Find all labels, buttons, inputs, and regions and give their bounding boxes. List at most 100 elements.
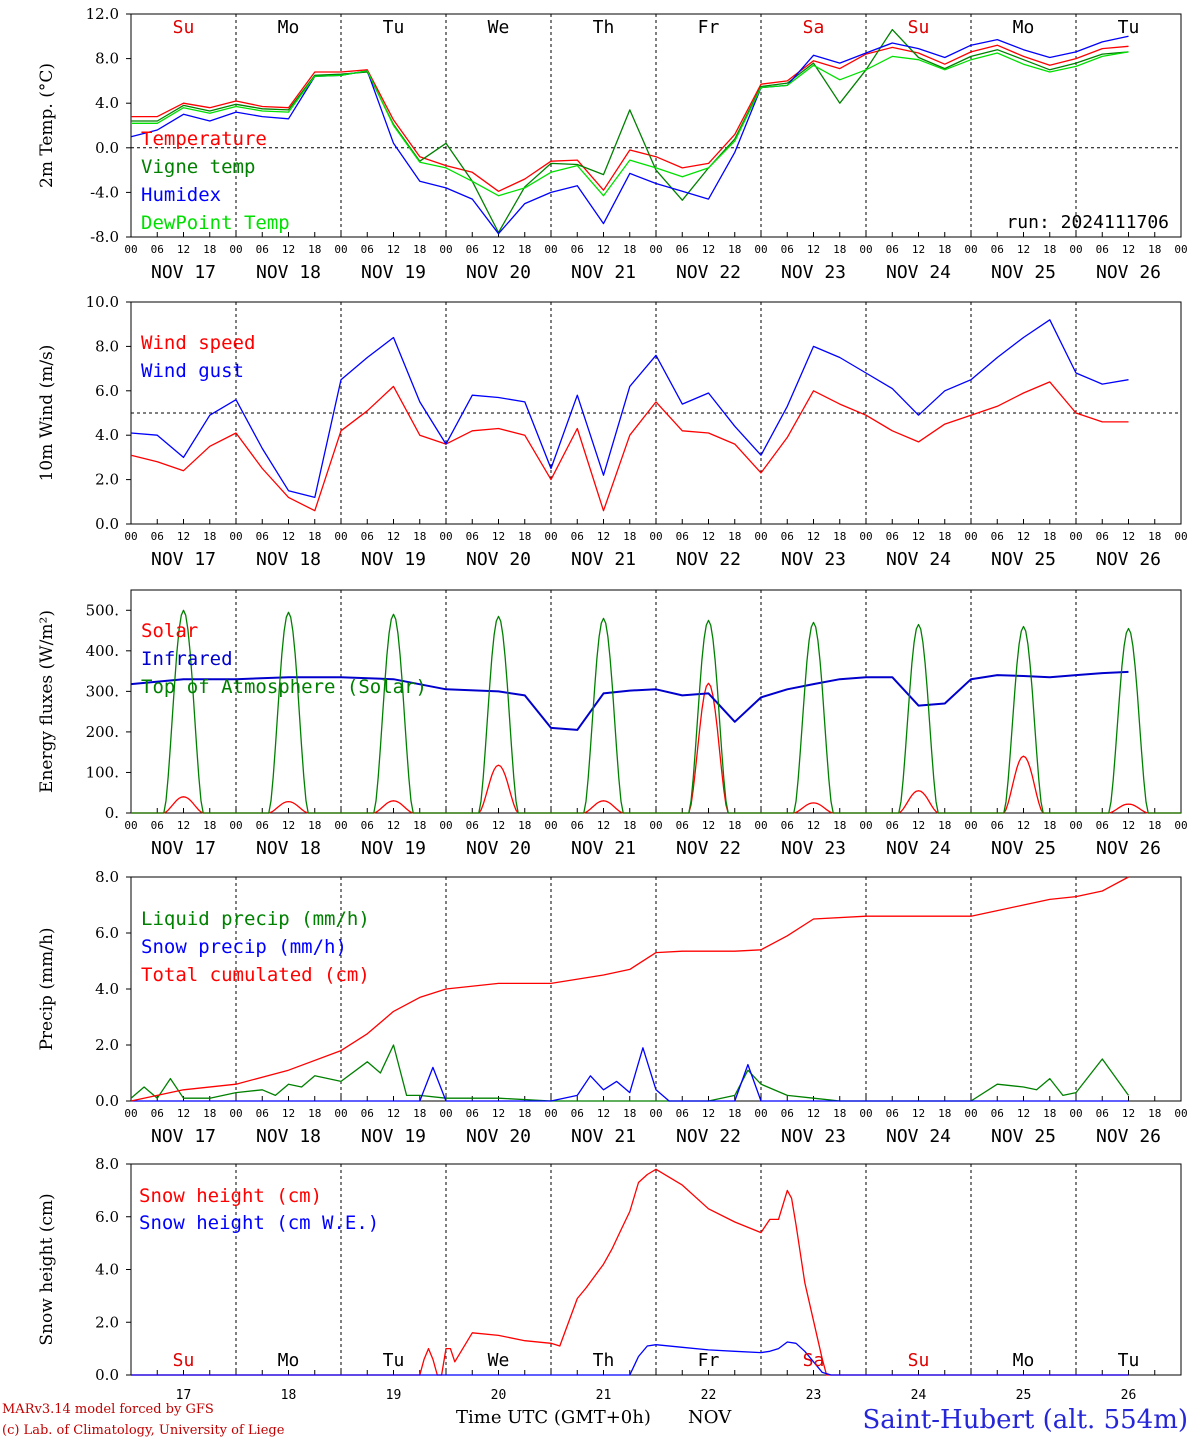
x-hour-label: 06	[571, 243, 584, 256]
x-hour-label: 00	[649, 1107, 662, 1120]
x-hour-label: 06	[256, 819, 269, 832]
x-date-label: NOV 17	[151, 838, 216, 859]
x-hour-label: 18	[308, 530, 321, 543]
weekday-label: Tu	[383, 17, 405, 38]
y-tick-label: 2.0	[95, 1313, 119, 1331]
x-date-label: NOV 20	[466, 262, 531, 283]
y-tick-label: 12.0	[86, 5, 119, 23]
x-hour-label: 06	[1096, 819, 1109, 832]
x-date-label: NOV 18	[256, 549, 321, 570]
x-date-label: NOV 21	[571, 838, 636, 859]
legend-entry: Total cumulated (cm)	[141, 964, 370, 986]
x-hour-label: 18	[1043, 530, 1056, 543]
x-hour-label: 00	[1174, 819, 1187, 832]
x-hour-label: 06	[151, 819, 164, 832]
y-axis-label: Snow height (cm)	[37, 1193, 57, 1345]
legend-entry: Snow height (cm)	[139, 1185, 322, 1207]
y-tick-label: 10.0	[86, 293, 119, 311]
x-hour-label: 06	[466, 243, 479, 256]
x-hour-label: 18	[413, 530, 426, 543]
x-date-label: NOV 23	[781, 1126, 846, 1147]
series-line-humidex	[130, 35, 1129, 235]
x-hour-label: 00	[964, 1107, 977, 1120]
x-hour-label: 18	[833, 243, 846, 256]
x-hour-label: 00	[334, 819, 347, 832]
x-hour-label: 06	[571, 530, 584, 543]
x-hour-label: 06	[571, 819, 584, 832]
footer-month: NOV	[688, 1407, 732, 1428]
x-hour-label: 12	[1122, 1107, 1135, 1120]
x-hour-label: 00	[859, 1107, 872, 1120]
x-date-label: NOV 19	[361, 1126, 426, 1147]
y-tick-label: 4.0	[95, 1261, 119, 1279]
x-date-label: NOV 17	[151, 1126, 216, 1147]
x-hour-label: 00	[964, 530, 977, 543]
x-hour-label: 18	[1148, 819, 1161, 832]
x-hour-label: 06	[886, 530, 899, 543]
x-hour-label: 00	[754, 819, 767, 832]
x-hour-label: 00	[439, 243, 452, 256]
x-hour-label: 12	[282, 1107, 295, 1120]
x-date-label: NOV 21	[571, 1126, 636, 1147]
x-hour-label: 06	[781, 1107, 794, 1120]
x-hour-label: 12	[492, 1107, 505, 1120]
x-hour-label: 18	[1043, 1107, 1056, 1120]
legend-entry: Humidex	[141, 184, 221, 206]
day-number-label: 20	[491, 1388, 507, 1403]
y-tick-label: 0.0	[95, 515, 119, 533]
panel-1: 12.0 8.0 4.0 0.0 -4.0 -8.0 2m Temp. (°C) Temper…	[37, 5, 1188, 283]
x-hour-label: 00	[544, 1107, 557, 1120]
x-hour-label: 18	[623, 530, 636, 543]
x-hour-label: 12	[1017, 243, 1030, 256]
x-hour-label: 00	[859, 819, 872, 832]
weekday-label: Mo	[1013, 1350, 1035, 1371]
y-tick-label: 0.0	[95, 1092, 119, 1110]
weekday-label: Th	[593, 1350, 615, 1371]
x-hour-label: 00	[544, 819, 557, 832]
x-date-label: NOV 25	[991, 838, 1056, 859]
x-hour-label: 06	[1096, 243, 1109, 256]
x-hour-label: 12	[177, 1107, 190, 1120]
x-date-label: NOV 24	[886, 838, 951, 859]
series-line-temperature	[131, 44, 1129, 192]
weekday-label: Sa	[803, 17, 825, 38]
x-hour-label: 18	[518, 243, 531, 256]
x-hour-label: 18	[728, 243, 741, 256]
x-hour-label: 00	[1069, 819, 1082, 832]
x-hour-label: 18	[833, 819, 846, 832]
y-tick-label: 0.	[105, 804, 119, 822]
x-hour-label: 06	[886, 1107, 899, 1120]
footer-axis-label: Time UTC (GMT+0h)	[456, 1407, 651, 1428]
y-tick-label: 2.0	[95, 471, 119, 489]
plot-frame	[130, 589, 1182, 814]
y-tick-label: 8.0	[95, 1155, 119, 1173]
weekday-label: Fr	[698, 17, 720, 38]
x-hour-label: 12	[387, 819, 400, 832]
x-hour-label: 06	[781, 530, 794, 543]
x-date-label: NOV 22	[676, 838, 741, 859]
day-number-label: 22	[701, 1388, 717, 1403]
series-line-snow-height-cm-w-e-	[131, 1341, 1129, 1376]
y-tick-label: 6.0	[95, 382, 119, 400]
x-hour-label: 00	[964, 243, 977, 256]
x-hour-label: 18	[518, 819, 531, 832]
x-hour-label: 18	[833, 530, 846, 543]
series-line-snow-precip-mm-h-	[131, 1047, 1129, 1102]
x-hour-label: 00	[649, 819, 662, 832]
weekday-label: Su	[908, 17, 930, 38]
x-hour-label: 18	[1043, 243, 1056, 256]
x-hour-label: 12	[492, 243, 505, 256]
series-line-wind-gust	[130, 319, 1129, 499]
x-hour-label: 18	[308, 243, 321, 256]
weekday-label: Mo	[278, 1350, 300, 1371]
series-line-liquid-precip-mm-h-	[130, 1044, 1130, 1102]
x-hour-label: 06	[151, 243, 164, 256]
x-hour-label: 12	[387, 243, 400, 256]
x-date-label: NOV 22	[676, 549, 741, 570]
x-hour-label: 12	[282, 530, 295, 543]
x-hour-label: 06	[466, 819, 479, 832]
x-hour-label: 00	[544, 530, 557, 543]
panel-3: 500. 400. 300. 200. 100. 0. Energy fluxes (W/m…	[37, 589, 1188, 859]
weekday-label: We	[488, 17, 510, 38]
x-hour-label: 18	[413, 243, 426, 256]
